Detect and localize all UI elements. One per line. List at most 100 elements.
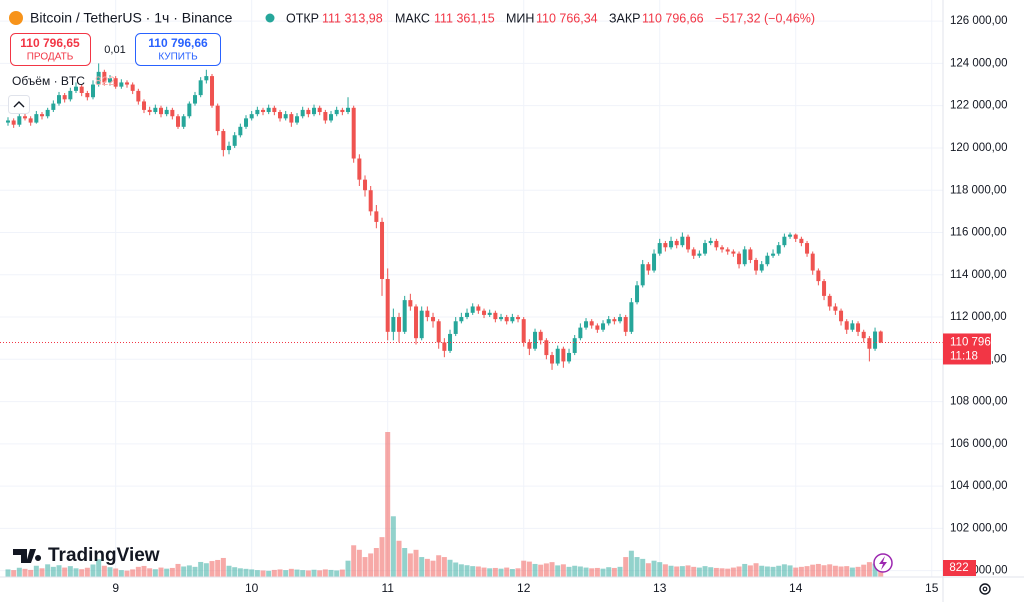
volume-bar bbox=[481, 567, 487, 577]
volume-bar bbox=[402, 548, 408, 577]
symbol-title[interactable]: Bitcoin / TetherUS · 1ч · Binance bbox=[30, 10, 233, 26]
volume-bar bbox=[566, 566, 572, 577]
candle-body bbox=[465, 312, 470, 318]
candle-body bbox=[176, 116, 181, 127]
sell-button[interactable] bbox=[10, 33, 91, 66]
volume-bar bbox=[543, 563, 549, 577]
candle-body bbox=[646, 264, 651, 271]
candle-body bbox=[91, 84, 96, 98]
volume-bar bbox=[645, 563, 651, 577]
volume-bar bbox=[470, 566, 476, 577]
x-tick-label: 10 bbox=[245, 581, 259, 595]
volume-bar bbox=[101, 565, 107, 577]
candle-body bbox=[40, 114, 45, 117]
candle-body bbox=[748, 249, 753, 260]
volume-bar bbox=[186, 565, 192, 577]
volume-bar bbox=[849, 567, 855, 577]
candle-body bbox=[79, 86, 84, 93]
volume-bar bbox=[175, 563, 181, 577]
volume-bar bbox=[169, 567, 175, 577]
volume-bar bbox=[441, 557, 447, 577]
volume-bar bbox=[515, 568, 521, 577]
candle-body bbox=[170, 109, 175, 117]
volume-bar bbox=[657, 562, 663, 577]
candle-body bbox=[589, 321, 594, 326]
volume-bar bbox=[266, 570, 272, 577]
volume-bar bbox=[821, 565, 827, 577]
volume-bar bbox=[475, 566, 481, 577]
volume-bar bbox=[56, 565, 62, 577]
candle-body bbox=[34, 114, 39, 123]
candle-body bbox=[765, 255, 770, 265]
candle-body bbox=[833, 306, 838, 311]
volume-bar bbox=[28, 569, 34, 577]
candle-body bbox=[17, 116, 22, 125]
x-tick-label: 11 bbox=[381, 581, 394, 595]
volume-bar bbox=[16, 567, 22, 577]
volume-bar bbox=[192, 566, 198, 577]
candle-body bbox=[533, 331, 538, 349]
settings-icon[interactable] bbox=[979, 583, 991, 595]
candle-body bbox=[408, 300, 413, 307]
candle-body bbox=[674, 240, 679, 246]
high-value: 111 361,15 bbox=[434, 11, 495, 25]
candle-body bbox=[436, 321, 441, 343]
volume-bar bbox=[668, 565, 674, 577]
y-tick-label: 106 000,00 bbox=[950, 438, 1008, 450]
volume-bar bbox=[725, 568, 731, 577]
y-tick-label: 108 000,00 bbox=[950, 396, 1008, 408]
volume-bar bbox=[521, 560, 527, 577]
volume-bar bbox=[419, 557, 425, 577]
change-value: −517,32 (−0,46%) bbox=[715, 11, 815, 25]
candle-body bbox=[555, 348, 560, 364]
candle-body bbox=[431, 317, 436, 322]
candle-body bbox=[805, 243, 810, 254]
candle-body bbox=[771, 253, 776, 256]
volume-bar bbox=[759, 565, 765, 577]
x-tick-label: 13 bbox=[653, 581, 667, 595]
volume-bar bbox=[220, 557, 226, 577]
candle-body bbox=[623, 317, 628, 332]
volume-bar bbox=[90, 564, 96, 577]
candle-body bbox=[550, 355, 555, 364]
buy-button[interactable] bbox=[135, 33, 221, 66]
volume-bar bbox=[33, 565, 39, 577]
volume-bar bbox=[526, 561, 532, 577]
symbol-icon bbox=[9, 11, 23, 25]
collapse-button[interactable] bbox=[8, 95, 30, 114]
y-tick-label: 114 000,00 bbox=[950, 269, 1007, 281]
volume-bar bbox=[628, 550, 634, 577]
x-tick-label: 14 bbox=[789, 581, 803, 595]
volume-bar bbox=[838, 566, 844, 577]
candle-body bbox=[595, 325, 600, 330]
candle-body bbox=[210, 76, 215, 106]
volume-bar bbox=[606, 567, 612, 577]
candle-body bbox=[759, 264, 764, 271]
candle-body bbox=[635, 285, 640, 303]
volume-bar bbox=[787, 565, 793, 577]
volume-bar bbox=[107, 567, 113, 577]
collapse-icon bbox=[13, 101, 25, 108]
candle-body bbox=[414, 306, 419, 339]
candle-body bbox=[136, 90, 141, 102]
candle-body bbox=[391, 317, 396, 332]
volume-bar bbox=[861, 564, 867, 577]
volume-bar bbox=[118, 570, 124, 577]
volume-bar bbox=[594, 567, 600, 577]
candle-body bbox=[425, 310, 430, 318]
low-value: 110 766,34 bbox=[536, 11, 598, 25]
candle-body bbox=[742, 249, 747, 265]
volume-legend: Объём · BTC bbox=[12, 74, 85, 88]
low-label: МИН bbox=[506, 11, 534, 25]
volume-bar bbox=[84, 567, 90, 577]
volume-bar bbox=[651, 560, 657, 577]
volume-bar bbox=[674, 566, 680, 577]
volume-last-label: 822 bbox=[949, 562, 968, 574]
candle-body bbox=[516, 317, 521, 320]
candle-body bbox=[680, 236, 685, 246]
candle-body bbox=[470, 306, 475, 313]
buy-price: 110 796,66 bbox=[148, 36, 208, 50]
candle-body bbox=[96, 71, 101, 85]
quantity: 0,01 bbox=[104, 44, 125, 56]
